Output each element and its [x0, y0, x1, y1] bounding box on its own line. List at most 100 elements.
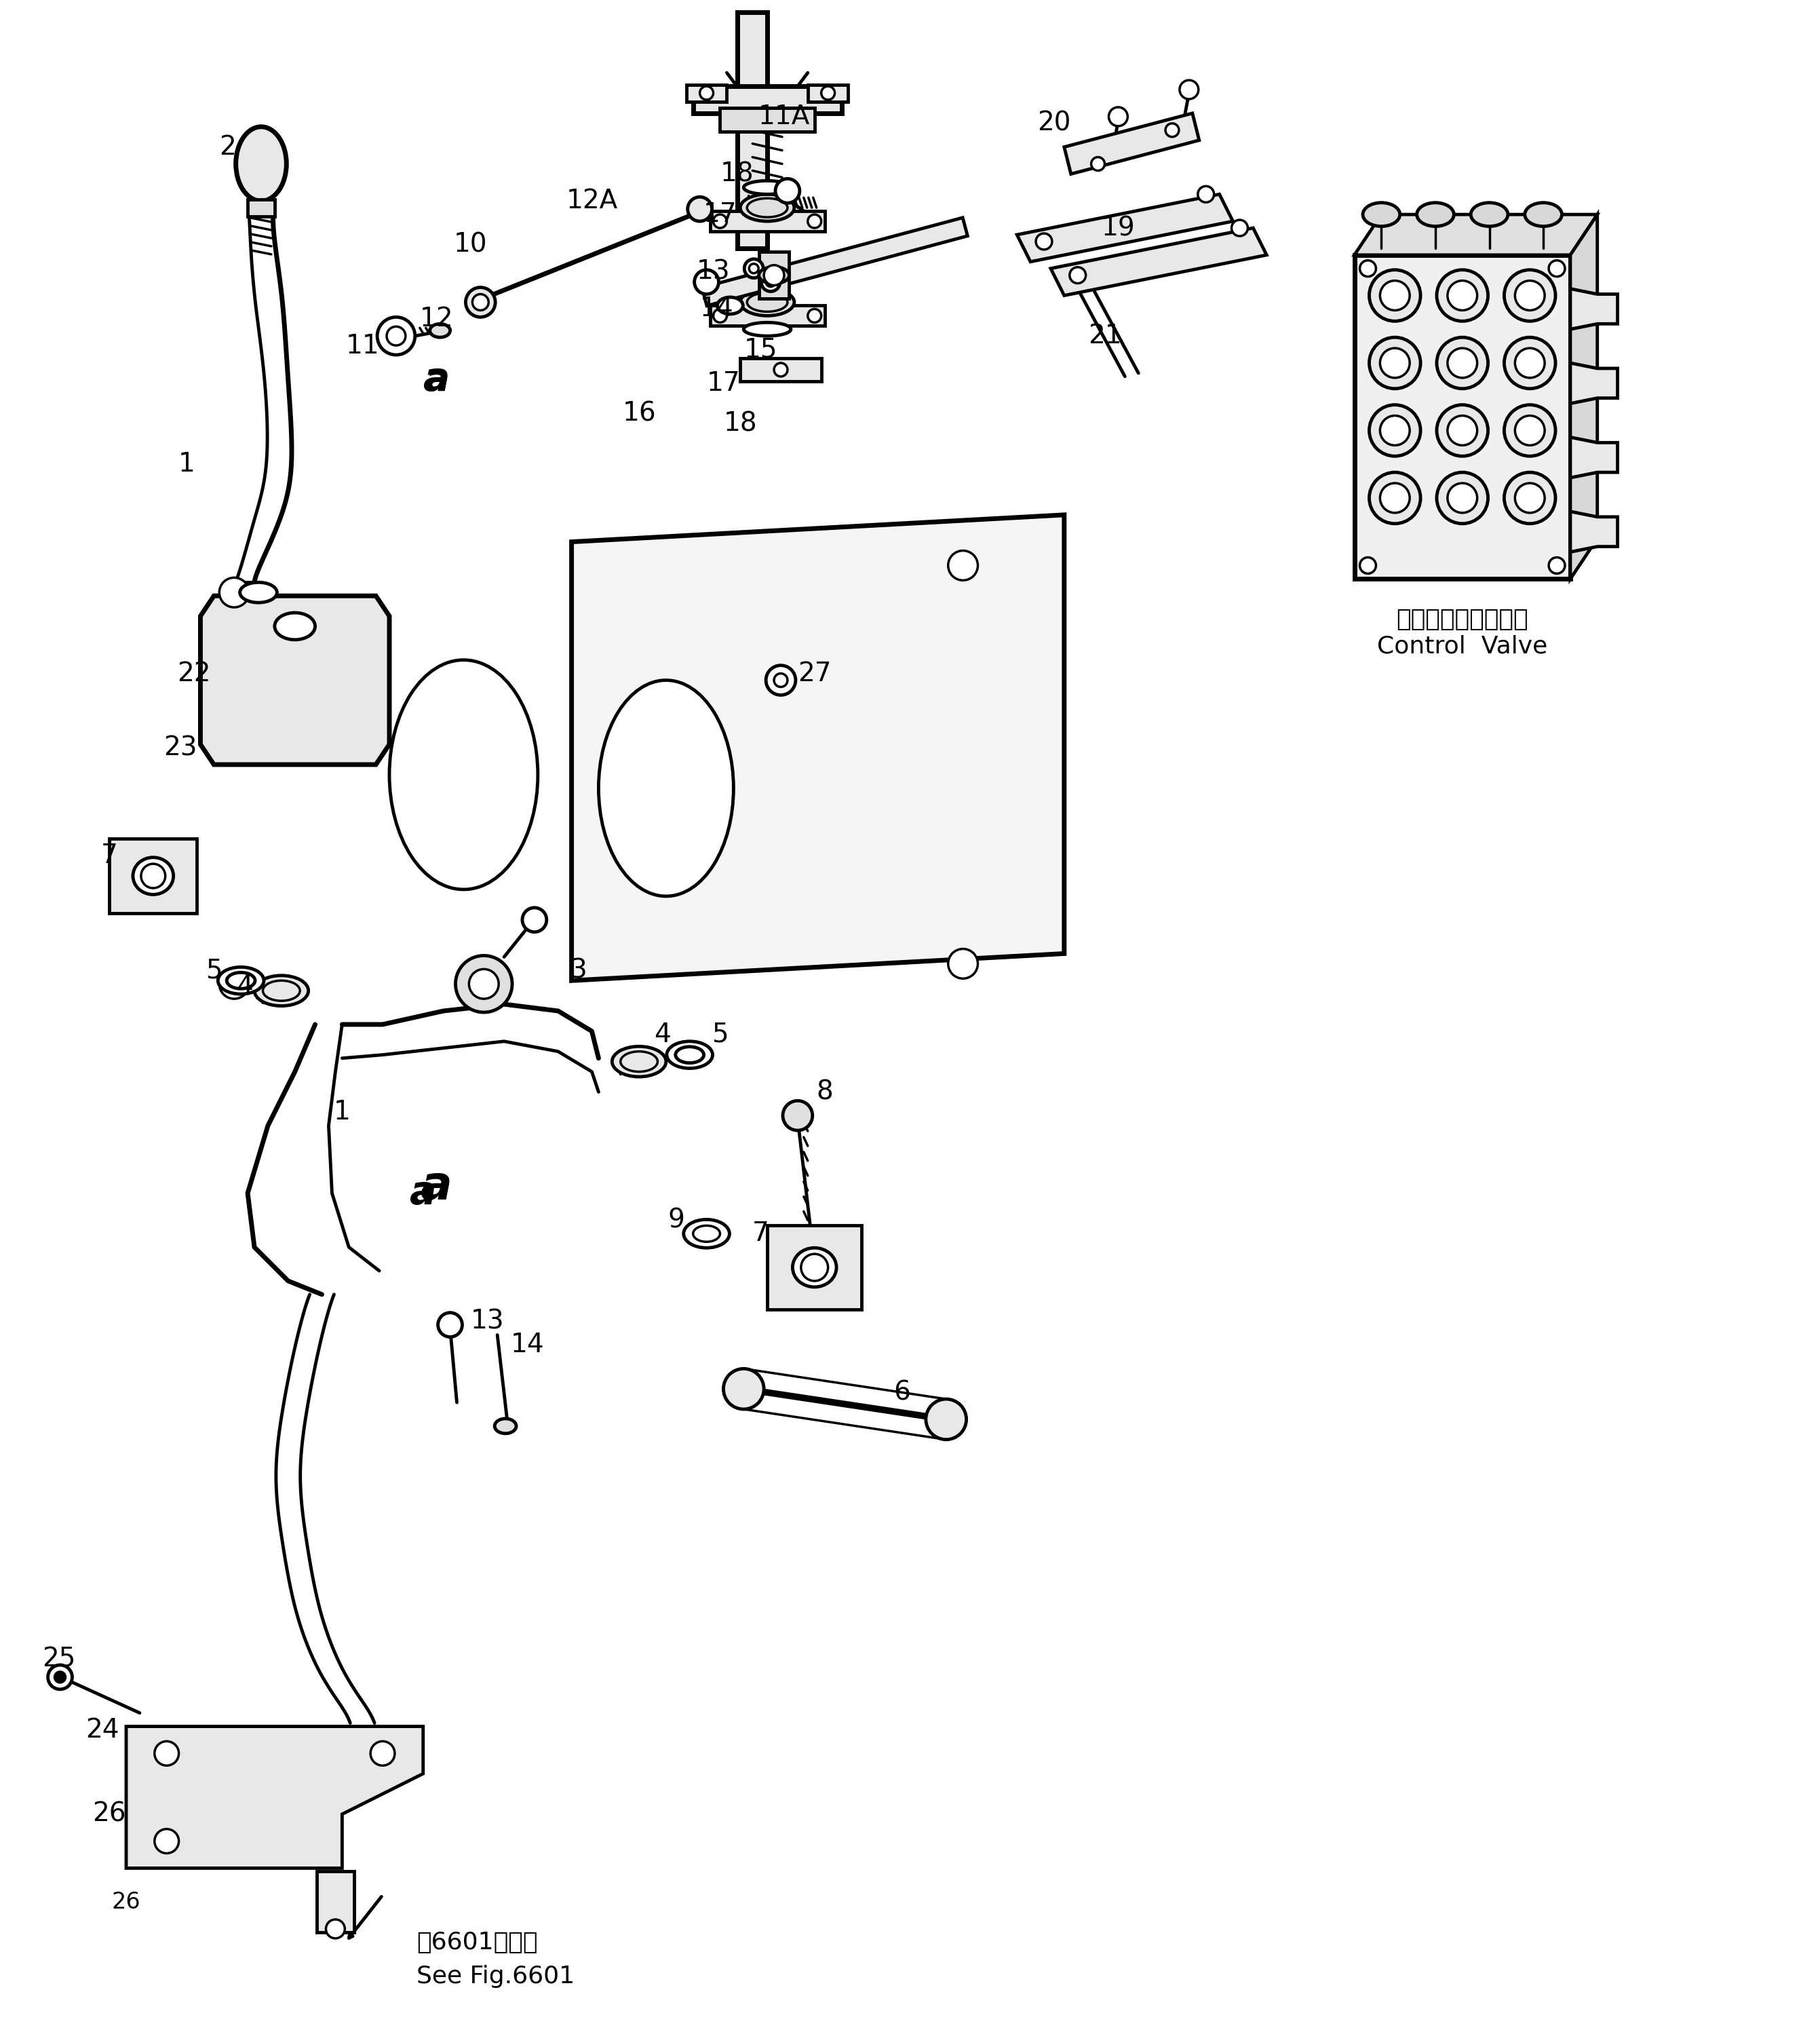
Text: 17: 17	[706, 369, 741, 396]
Text: a: a	[424, 361, 450, 400]
Circle shape	[1036, 233, 1052, 250]
Text: 8: 8	[815, 1080, 834, 1104]
Text: 25: 25	[42, 1646, 75, 1673]
Text: 10: 10	[453, 231, 488, 258]
Circle shape	[470, 968, 499, 999]
Bar	[693, 85, 841, 114]
Text: 26: 26	[111, 1890, 140, 1912]
Ellipse shape	[759, 266, 790, 284]
Ellipse shape	[389, 660, 539, 889]
Ellipse shape	[255, 976, 308, 1007]
Circle shape	[1436, 404, 1489, 457]
Circle shape	[1514, 347, 1545, 378]
Text: 23: 23	[164, 735, 197, 761]
Ellipse shape	[599, 680, 733, 895]
Bar	[317, 1872, 353, 1933]
Text: 13: 13	[470, 1309, 504, 1334]
Circle shape	[1070, 268, 1087, 284]
Circle shape	[1360, 260, 1376, 276]
Circle shape	[801, 1255, 828, 1281]
Circle shape	[1380, 347, 1410, 378]
Circle shape	[764, 266, 784, 286]
Circle shape	[1108, 108, 1128, 126]
Text: 12: 12	[420, 307, 453, 333]
Circle shape	[473, 294, 488, 311]
Polygon shape	[1571, 288, 1618, 329]
Polygon shape	[126, 1725, 422, 1868]
Bar	[686, 85, 726, 102]
Circle shape	[1232, 219, 1249, 235]
Circle shape	[699, 85, 713, 99]
Polygon shape	[1571, 215, 1598, 579]
Text: 18: 18	[723, 410, 757, 436]
Polygon shape	[1354, 256, 1571, 579]
Circle shape	[1380, 280, 1410, 311]
Circle shape	[723, 1368, 764, 1409]
Circle shape	[1436, 337, 1489, 388]
Text: 18: 18	[721, 160, 753, 187]
Circle shape	[1369, 473, 1421, 524]
Circle shape	[1369, 337, 1421, 388]
Circle shape	[326, 1920, 344, 1939]
Text: 4: 4	[237, 974, 253, 1001]
Text: 20: 20	[1037, 110, 1070, 136]
Circle shape	[1549, 260, 1565, 276]
Text: 14: 14	[511, 1332, 544, 1358]
Circle shape	[1447, 347, 1478, 378]
Circle shape	[1514, 483, 1545, 514]
Circle shape	[522, 907, 546, 932]
Text: 7: 7	[752, 1220, 770, 1246]
Ellipse shape	[240, 583, 277, 603]
Text: 21: 21	[1088, 323, 1121, 349]
Circle shape	[218, 579, 249, 607]
Circle shape	[766, 666, 795, 694]
Circle shape	[1549, 558, 1565, 574]
Text: 5: 5	[712, 1021, 728, 1047]
Ellipse shape	[218, 966, 264, 995]
Circle shape	[455, 956, 511, 1013]
Circle shape	[1380, 483, 1410, 514]
Circle shape	[948, 550, 977, 581]
Circle shape	[744, 260, 763, 278]
Ellipse shape	[237, 126, 286, 201]
Text: 第6601図参照: 第6601図参照	[417, 1931, 537, 1955]
Ellipse shape	[1416, 203, 1454, 225]
Circle shape	[688, 197, 712, 221]
Ellipse shape	[1471, 203, 1509, 225]
Circle shape	[695, 270, 719, 294]
Circle shape	[1436, 270, 1489, 321]
Ellipse shape	[228, 972, 255, 989]
Circle shape	[1514, 416, 1545, 445]
Circle shape	[821, 85, 835, 99]
Text: 11: 11	[346, 333, 379, 359]
Circle shape	[439, 1313, 462, 1338]
Polygon shape	[1065, 114, 1199, 175]
Polygon shape	[1017, 195, 1232, 262]
Text: 1: 1	[333, 1100, 351, 1125]
Text: 24: 24	[86, 1717, 120, 1742]
Circle shape	[1447, 483, 1478, 514]
Ellipse shape	[684, 1220, 730, 1248]
Circle shape	[1179, 79, 1199, 99]
Circle shape	[761, 272, 781, 292]
Circle shape	[1447, 416, 1478, 445]
Ellipse shape	[495, 1419, 517, 1433]
Text: 6: 6	[894, 1380, 910, 1405]
Ellipse shape	[744, 181, 792, 195]
Polygon shape	[1050, 227, 1267, 296]
Text: 2: 2	[218, 134, 237, 160]
Circle shape	[713, 215, 726, 227]
Text: a: a	[410, 1173, 437, 1212]
Text: 15: 15	[744, 337, 777, 363]
Circle shape	[808, 215, 821, 227]
Circle shape	[1198, 187, 1214, 203]
Polygon shape	[1571, 512, 1618, 552]
Ellipse shape	[744, 323, 792, 337]
Bar	[710, 307, 824, 327]
Text: 4: 4	[653, 1021, 672, 1047]
Circle shape	[55, 1673, 66, 1683]
Ellipse shape	[741, 288, 794, 317]
Text: 12A: 12A	[566, 189, 617, 213]
Bar	[721, 108, 815, 132]
Bar	[741, 357, 821, 382]
